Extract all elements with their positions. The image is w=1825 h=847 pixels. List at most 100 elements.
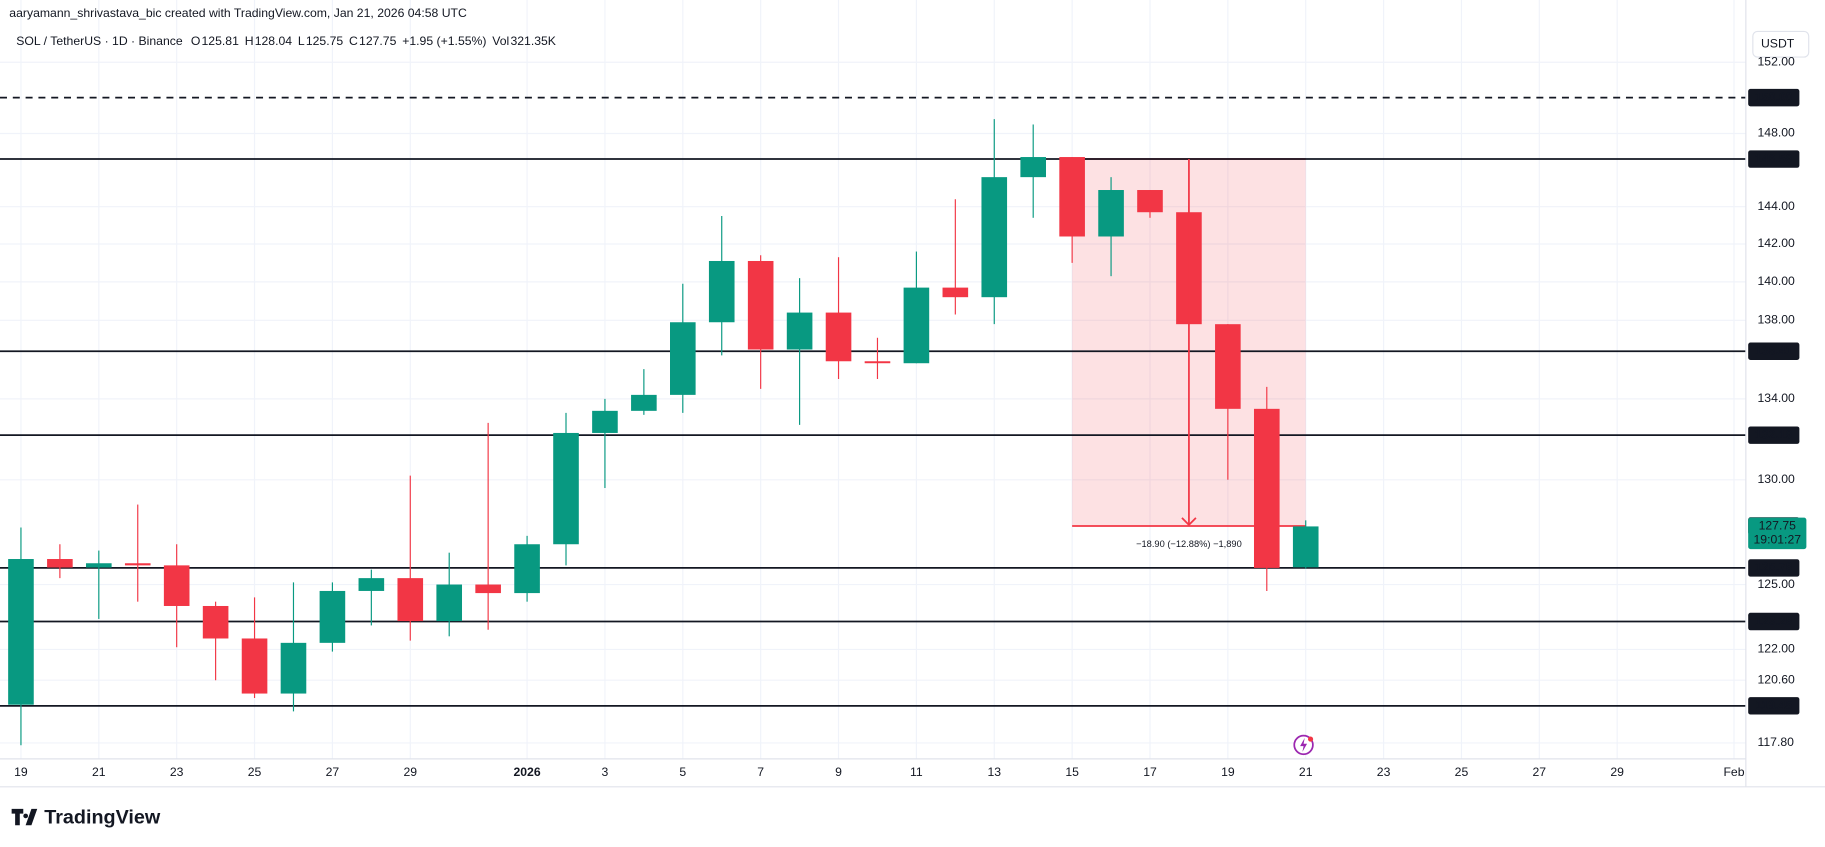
level-label: 119.45 [1755, 698, 1792, 712]
candle-body [47, 559, 73, 568]
logo: TradingView [11, 806, 161, 828]
candle-body [514, 544, 540, 594]
candle-body [747, 260, 774, 350]
candle-body [280, 642, 307, 694]
candle-body [475, 584, 501, 594]
candle-body [1059, 157, 1085, 237]
candle-body [903, 287, 930, 364]
level-label: 136.41 [1755, 343, 1793, 357]
candle-body [1098, 190, 1124, 237]
y-tick-label: 142.00 [1757, 236, 1795, 250]
candle-body [202, 605, 229, 639]
legend-value: 125.81 [202, 34, 240, 48]
y-tick-label: 144.00 [1757, 199, 1795, 213]
x-tick-label: 21 [92, 765, 106, 779]
x-tick-label: 13 [987, 765, 1001, 779]
y-tick-label: 117.80 [1757, 735, 1794, 749]
ohlc-legend: SOL / TetherUS · 1D · Binance O 125.81 H 128… [16, 34, 557, 48]
icon-bolt[interactable] [1300, 737, 1308, 752]
y-tick-label: 148.00 [1757, 126, 1795, 140]
candle-body [631, 394, 657, 411]
x-tick-label: 15 [1065, 765, 1079, 779]
candle-body [786, 312, 813, 350]
candle-body [1215, 324, 1241, 409]
candle-body [825, 312, 852, 362]
x-tick-label: 3 [602, 765, 609, 779]
x-tick-label: 11 [910, 765, 923, 779]
legend-value: 127.75 [359, 34, 397, 48]
level-label-bg [1748, 88, 1800, 107]
last-price-bg [1748, 517, 1807, 550]
legend-key: H [245, 34, 254, 48]
legend-value: 125.75 [306, 34, 344, 48]
countdown: 19:01:27 [1753, 533, 1801, 547]
level-label: 123.28 [1755, 614, 1793, 628]
x-tick-label: Feb [1723, 765, 1744, 779]
measure-arrowhead [1181, 517, 1197, 527]
attribution: aaryamann_shrivastava_bic created with T… [9, 6, 467, 20]
candle-body [124, 563, 151, 566]
y-tick-label: 134.00 [1757, 391, 1795, 405]
legend-change: +1.95 (+1.55%) [402, 34, 486, 48]
candle-body [86, 563, 112, 568]
candle-body [319, 590, 346, 643]
candle-body [397, 578, 424, 622]
level-label-bg [1748, 697, 1800, 715]
candle-body [942, 287, 969, 298]
x-tick-label: 23 [170, 765, 184, 779]
candle-body [592, 410, 618, 433]
candle-body [241, 638, 268, 694]
icon-dot[interactable] [1307, 736, 1314, 742]
candle-body [1253, 408, 1280, 568]
level-label-bg [1748, 342, 1800, 360]
legend-key: L [298, 34, 305, 48]
y-tick-label: 140.00 [1757, 274, 1795, 288]
legend-key: C [349, 34, 358, 48]
x-tick-label: 23 [1377, 765, 1391, 779]
lightning-icon[interactable] [1293, 734, 1314, 756]
level-label-bg [1748, 612, 1800, 631]
legend-key: Vol [492, 34, 509, 48]
level-label: 146.59 [1755, 151, 1793, 165]
level-label-bg [1748, 559, 1800, 577]
candle-body [981, 177, 1008, 298]
candle-body [8, 559, 34, 705]
y-tick-label: 130.00 [1757, 472, 1795, 486]
candle-body [1137, 190, 1163, 213]
x-tick-label: 25 [1455, 765, 1469, 779]
candle-body [358, 578, 385, 591]
level-label: 125.78 [1755, 560, 1793, 574]
y-tick-label: 152.00 [1757, 54, 1795, 68]
x-tick-label: 19 [1221, 765, 1235, 779]
legend-volume: 321.35K [510, 34, 556, 48]
y-tick-label: 138.00 [1757, 313, 1795, 327]
x-tick-label: 21 [1299, 765, 1313, 779]
currency[interactable]: USDT [1761, 36, 1795, 50]
level-label-bg [1748, 150, 1800, 168]
x-tick-label: 5 [679, 765, 686, 779]
x-tick-label: 2026 [513, 765, 540, 779]
y-tick-label: 122.00 [1757, 642, 1795, 656]
candle-body [1020, 157, 1046, 178]
logo-mark [11, 808, 38, 826]
x-tick-label: 7 [757, 765, 764, 779]
logo-text: TradingView [44, 806, 161, 828]
measure-label: −18.90 (−12.88%) −1,890 [1136, 539, 1242, 549]
candle-body [553, 432, 579, 545]
candle-body [163, 565, 190, 606]
x-tick-label: 29 [403, 765, 417, 779]
symbol: SOL / TetherUS · 1D · Binance [16, 34, 183, 48]
last-price: 127.75 [1759, 519, 1797, 533]
candle-body [436, 584, 463, 622]
legend-value: 128.04 [255, 34, 293, 48]
candle-body [670, 322, 696, 395]
legend-key: O [191, 34, 201, 48]
x-tick-label: 27 [326, 765, 340, 779]
candle-body [864, 361, 891, 364]
level-label: 132.19 [1755, 427, 1793, 441]
x-tick-label: 29 [1610, 765, 1624, 779]
currency-button[interactable] [1752, 30, 1810, 58]
x-tick-label: 17 [1143, 765, 1157, 779]
